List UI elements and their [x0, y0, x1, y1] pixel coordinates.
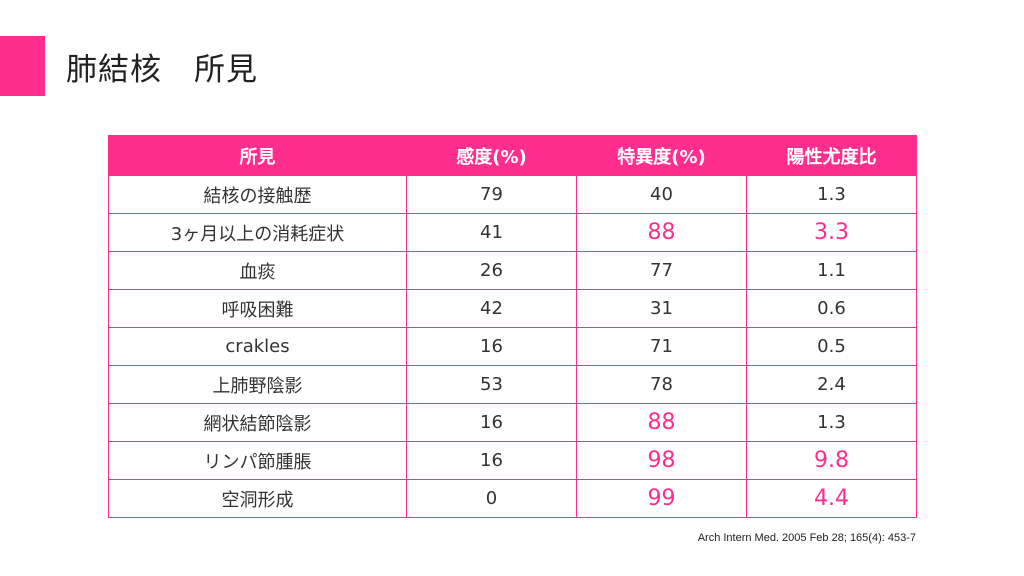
sensitivity-cell: 41 — [406, 213, 577, 252]
finding-cell: 空洞形成 — [108, 479, 407, 518]
table-row: crakles 16 71 0.5 — [108, 327, 917, 366]
finding-cell: 結核の接触歴 — [108, 175, 407, 214]
positive-lr-cell: 0.5 — [746, 327, 917, 366]
sensitivity-cell: 53 — [406, 365, 577, 404]
finding-cell: リンパ節腫脹 — [108, 441, 407, 480]
specificity-cell: 77 — [576, 251, 747, 290]
table-row: 結核の接触歴 79 40 1.3 — [108, 175, 917, 214]
finding-cell: 呼吸困難 — [108, 289, 407, 328]
header-positive-lr: 陽性尤度比 — [746, 135, 917, 176]
table-header-row: 所見 感度(%) 特異度(%) 陽性尤度比 — [108, 135, 917, 176]
specificity-cell: 78 — [576, 365, 747, 404]
specificity-cell: 88 — [576, 213, 747, 252]
positive-lr-cell: 1.3 — [746, 175, 917, 214]
citation: Arch Intern Med. 2005 Feb 28; 165(4): 45… — [697, 532, 916, 544]
specificity-cell: 99 — [576, 479, 747, 518]
sensitivity-cell: 16 — [406, 327, 577, 366]
sensitivity-cell: 0 — [406, 479, 577, 518]
findings-table: 所見 感度(%) 特異度(%) 陽性尤度比 結核の接触歴 79 40 1.3 3… — [108, 135, 917, 518]
finding-cell: crakles — [108, 327, 407, 366]
finding-cell: 3ヶ月以上の消耗症状 — [108, 213, 407, 252]
table-row: 空洞形成 0 99 4.4 — [108, 479, 917, 518]
sensitivity-cell: 79 — [406, 175, 577, 214]
positive-lr-cell: 1.1 — [746, 251, 917, 290]
specificity-cell: 31 — [576, 289, 747, 328]
positive-lr-cell: 9.8 — [746, 441, 917, 480]
positive-lr-cell: 1.3 — [746, 403, 917, 442]
header-sensitivity: 感度(%) — [406, 135, 577, 176]
header-specificity: 特異度(%) — [576, 135, 747, 176]
positive-lr-cell: 2.4 — [746, 365, 917, 404]
positive-lr-cell: 0.6 — [746, 289, 917, 328]
table-row: 3ヶ月以上の消耗症状 41 88 3.3 — [108, 213, 917, 252]
finding-cell: 血痰 — [108, 251, 407, 290]
title-accent-bar — [0, 36, 45, 96]
table-row: リンパ節腫脹 16 98 9.8 — [108, 441, 917, 480]
positive-lr-cell: 4.4 — [746, 479, 917, 518]
table-row: 上肺野陰影 53 78 2.4 — [108, 365, 917, 404]
specificity-cell: 98 — [576, 441, 747, 480]
table-row: 網状結節陰影 16 88 1.3 — [108, 403, 917, 442]
sensitivity-cell: 26 — [406, 251, 577, 290]
specificity-cell: 88 — [576, 403, 747, 442]
sensitivity-cell: 16 — [406, 441, 577, 480]
table-row: 呼吸困難 42 31 0.6 — [108, 289, 917, 328]
specificity-cell: 71 — [576, 327, 747, 366]
finding-cell: 上肺野陰影 — [108, 365, 407, 404]
sensitivity-cell: 16 — [406, 403, 577, 442]
sensitivity-cell: 42 — [406, 289, 577, 328]
positive-lr-cell: 3.3 — [746, 213, 917, 252]
table-row: 血痰 26 77 1.1 — [108, 251, 917, 290]
finding-cell: 網状結節陰影 — [108, 403, 407, 442]
header-finding: 所見 — [108, 135, 407, 176]
slide-title: 肺結核 所見 — [66, 52, 258, 88]
specificity-cell: 40 — [576, 175, 747, 214]
